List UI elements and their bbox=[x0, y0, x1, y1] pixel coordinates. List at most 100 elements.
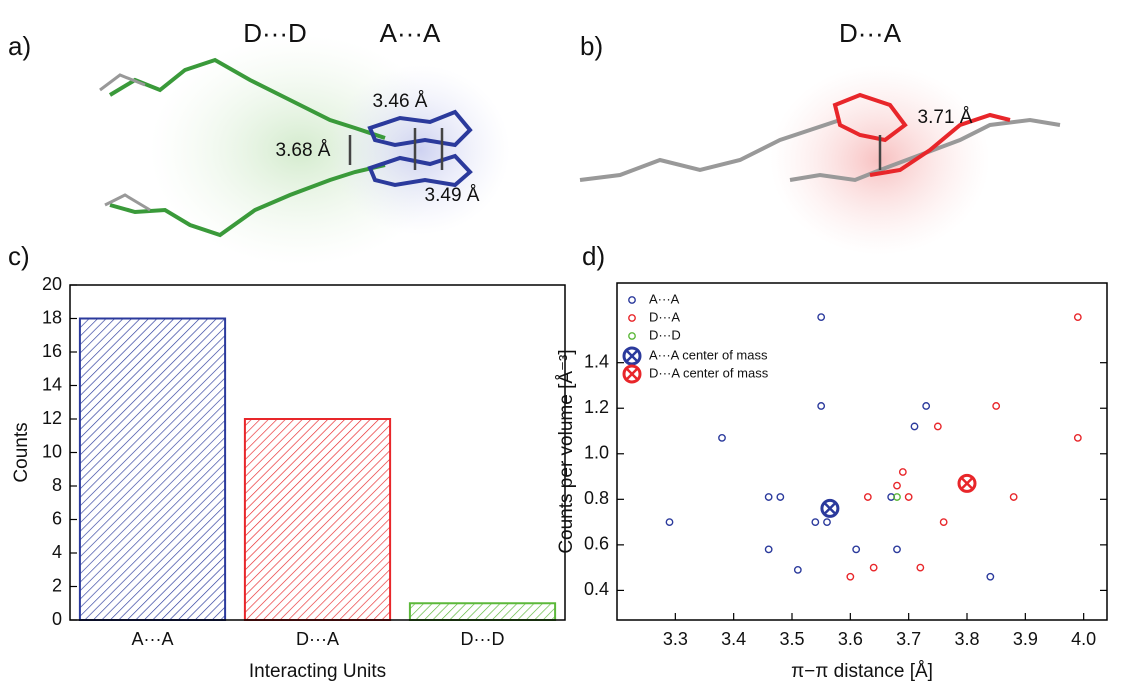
point bbox=[922, 402, 931, 410]
y-tick-label: 18 bbox=[42, 307, 62, 327]
point bbox=[764, 545, 773, 554]
y-tick-label: 0.4 bbox=[584, 579, 609, 599]
marker-dot bbox=[852, 545, 861, 554]
marker-dot bbox=[817, 402, 826, 410]
point bbox=[992, 402, 1001, 410]
molecule-b bbox=[579, 65, 1061, 255]
point bbox=[793, 566, 802, 574]
point bbox=[1073, 433, 1082, 442]
marker-dot bbox=[986, 572, 995, 581]
marker-dot bbox=[893, 545, 901, 554]
point bbox=[863, 493, 872, 501]
marker-ring bbox=[820, 498, 840, 518]
legend-label: A···A bbox=[649, 291, 680, 306]
point bbox=[852, 545, 861, 554]
x-tick-label: 3.4 bbox=[721, 629, 746, 649]
marker-cross bbox=[960, 476, 974, 491]
marker-dot bbox=[898, 468, 907, 476]
marker-dot bbox=[628, 332, 636, 340]
point bbox=[817, 402, 826, 410]
x-tick-label: D···D bbox=[461, 629, 505, 649]
point bbox=[904, 493, 913, 501]
marker-ring bbox=[622, 364, 642, 384]
legend-marker bbox=[622, 346, 642, 366]
marker-dot bbox=[1073, 313, 1082, 322]
marker-dot bbox=[628, 296, 636, 304]
marker-dot bbox=[992, 402, 1001, 410]
legend-label: D···A center of mass bbox=[649, 365, 769, 380]
point bbox=[910, 422, 919, 431]
legend-label: D···D bbox=[649, 327, 681, 342]
x-axis-label: Interacting Units bbox=[249, 661, 386, 682]
y-tick-label: 8 bbox=[52, 475, 62, 495]
point bbox=[898, 468, 907, 476]
distance-label: 3.71 Å bbox=[918, 107, 973, 128]
legend-marker bbox=[628, 314, 636, 322]
panel-label: b) bbox=[580, 31, 603, 61]
x-tick-label: 3.8 bbox=[954, 629, 979, 649]
bar bbox=[78, 317, 227, 621]
plot-frame bbox=[616, 282, 1108, 621]
x-tick-label: D···A bbox=[296, 629, 339, 649]
y-axis-label: Counts per volume [Å⁻³] bbox=[556, 349, 577, 553]
marker-dot bbox=[764, 493, 773, 501]
marker-dot bbox=[776, 493, 785, 501]
marker-dot bbox=[922, 402, 931, 410]
y-tick-label: 0.8 bbox=[584, 488, 609, 508]
marker-dot bbox=[718, 433, 726, 442]
marker-dot bbox=[939, 518, 948, 526]
panel-label: c) bbox=[8, 241, 30, 271]
marker-dot bbox=[893, 481, 901, 490]
distance-label: 3.68 Å bbox=[276, 140, 331, 161]
marker-dot bbox=[817, 313, 826, 322]
interaction-label: D···D bbox=[243, 18, 307, 48]
x-tick-label: 3.7 bbox=[896, 629, 921, 649]
y-tick-label: 6 bbox=[52, 508, 62, 528]
point bbox=[846, 572, 855, 581]
x-tick-label: 4.0 bbox=[1071, 629, 1096, 649]
point bbox=[718, 433, 726, 442]
bar bbox=[243, 418, 392, 621]
interaction-label: D···A bbox=[839, 18, 902, 48]
y-tick-label: 1.2 bbox=[584, 397, 609, 417]
bar bbox=[408, 602, 557, 621]
y-tick-label: 16 bbox=[42, 341, 62, 361]
point bbox=[823, 518, 831, 526]
point bbox=[893, 493, 901, 501]
y-tick-label: 1.4 bbox=[584, 351, 609, 371]
y-tick-label: 1.0 bbox=[584, 443, 609, 463]
interaction-label: A···A bbox=[380, 18, 441, 48]
legend-label: A···A center of mass bbox=[649, 347, 768, 362]
marker-dot bbox=[823, 518, 831, 526]
legend-label: D···A bbox=[649, 309, 680, 324]
distance-label: 3.46 Å bbox=[373, 91, 428, 112]
y-tick-label: 14 bbox=[42, 374, 62, 394]
marker-cross bbox=[625, 367, 639, 381]
marker-ring bbox=[957, 473, 977, 493]
y-tick-label: 4 bbox=[52, 542, 62, 562]
point bbox=[665, 518, 674, 526]
y-tick-label: 10 bbox=[42, 441, 62, 461]
marker-dot bbox=[910, 422, 919, 431]
y-tick-label: 0.6 bbox=[584, 534, 609, 554]
marker-dot bbox=[764, 545, 773, 554]
marker-dot bbox=[1009, 493, 1018, 501]
point bbox=[776, 493, 785, 501]
molecule-a bbox=[99, 35, 510, 265]
y-axis-label: Counts bbox=[11, 422, 32, 482]
x-axis-label: π−π distance [Å] bbox=[791, 661, 933, 682]
point bbox=[817, 313, 826, 322]
marker-dot bbox=[846, 572, 855, 581]
legend-marker bbox=[622, 364, 642, 384]
marker-cross bbox=[625, 349, 639, 363]
y-tick-label: 12 bbox=[42, 408, 62, 428]
y-tick-label: 2 bbox=[52, 575, 62, 595]
point bbox=[933, 422, 942, 431]
marker-dot bbox=[793, 566, 802, 574]
point bbox=[893, 481, 901, 490]
panel-label: a) bbox=[8, 31, 31, 61]
distance-label: 3.49 Å bbox=[425, 185, 480, 206]
legend-marker bbox=[628, 296, 636, 304]
panel-label: d) bbox=[582, 241, 605, 271]
marker-dot bbox=[628, 314, 636, 322]
